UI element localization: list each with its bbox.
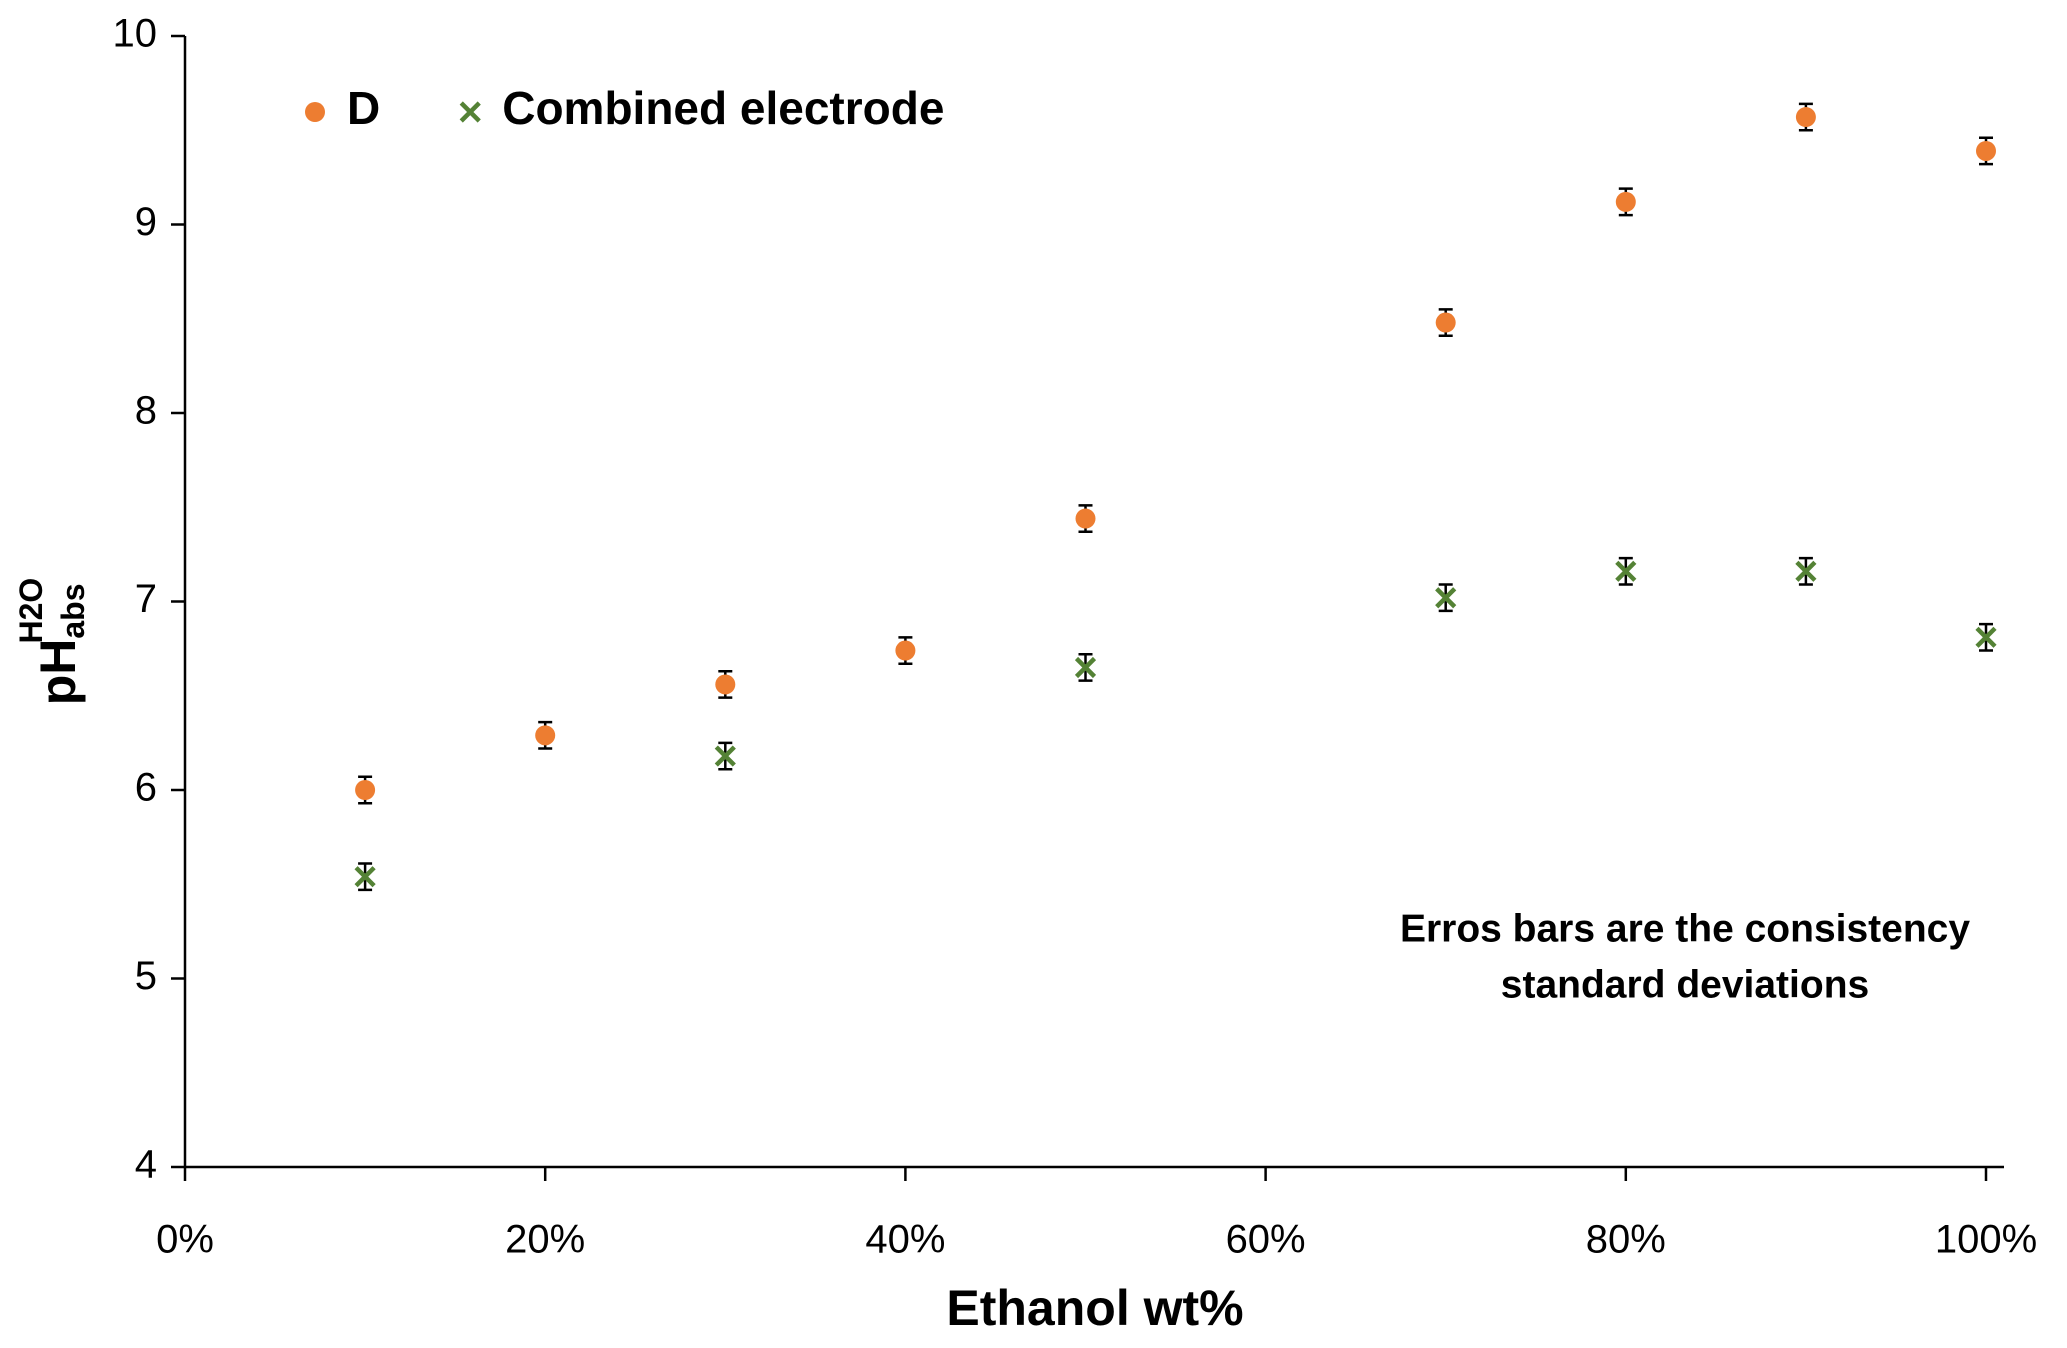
x-axis-title: Ethanol wt% [946,1280,1243,1336]
point [1074,656,1097,679]
x-tick-label: 100% [1935,1218,2037,1262]
point [895,640,916,661]
point [1615,191,1636,212]
legend-marker [305,102,325,122]
y-axis-title: pHabsH2O [13,578,91,706]
y-tick-label: 7 [135,577,157,621]
y-tick-label: 5 [135,954,157,998]
point [1435,312,1456,333]
x-tick-label: 60% [1226,1218,1306,1262]
y-tick-label: 10 [113,12,158,56]
point [354,866,376,888]
y-tick-label: 8 [135,389,157,433]
y-title-sub: abs [55,584,91,639]
y-title-sup: H2O [13,578,49,644]
x-tick-label: 20% [505,1218,585,1262]
point [1795,107,1816,128]
x-tick-label: 0% [156,1218,214,1262]
point [355,780,376,800]
point [1795,560,1817,582]
legend-label: Combined electrode [502,82,944,134]
point [715,674,736,695]
annotation: Erros bars are the consistency [1400,907,1970,950]
point [535,725,556,746]
legend-label: D [347,82,380,134]
point [1075,508,1096,529]
y-title-main: pH [30,639,86,706]
point [714,745,736,767]
x-tick-label: 80% [1586,1218,1666,1262]
y-tick-label: 4 [135,1143,157,1187]
legend-marker [459,101,481,123]
point [1435,587,1457,609]
annotation: standard deviations [1501,963,1869,1006]
point [1615,560,1637,582]
point [1975,626,1997,648]
x-tick-label: 40% [865,1218,945,1262]
y-tick-label: 9 [135,200,157,244]
point [1976,140,1996,161]
y-tick-label: 6 [135,766,157,810]
